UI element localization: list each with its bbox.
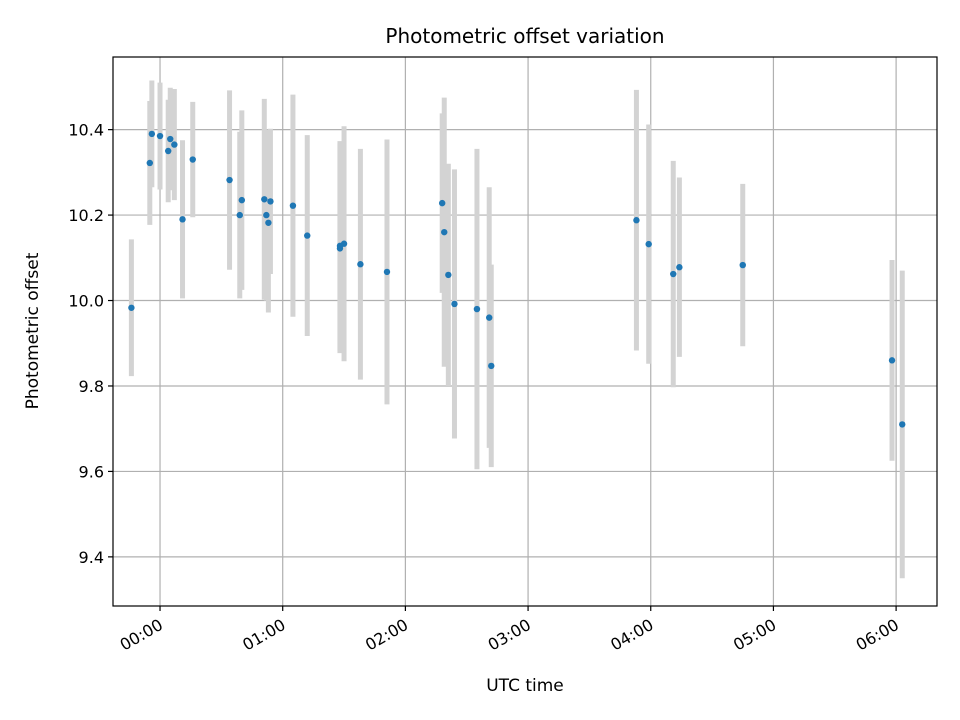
data-point xyxy=(148,130,156,138)
data-point xyxy=(156,132,164,140)
data-point xyxy=(179,216,186,223)
data-point xyxy=(899,421,906,428)
y-tick-label: 10.0 xyxy=(68,292,104,311)
plot-area xyxy=(113,57,937,606)
x-tick-label: 06:00 xyxy=(853,615,902,655)
chart-title: Photometric offset variation xyxy=(385,24,664,48)
data-point xyxy=(441,228,448,236)
data-point xyxy=(670,270,677,278)
y-tick-label: 9.8 xyxy=(79,377,104,396)
y-tick-label: 10.4 xyxy=(68,121,104,140)
data-point xyxy=(238,196,246,204)
data-point xyxy=(488,362,495,370)
data-point xyxy=(357,261,364,268)
data-point xyxy=(304,232,311,239)
y-axis: 9.4 9.6 9.8 10.0 10.2 10.4 xyxy=(68,121,113,567)
data-point xyxy=(676,264,683,271)
data-points xyxy=(128,130,906,428)
x-axis: 00:00 01:00 02:00 03:00 04:00 05:00 06:00 xyxy=(117,606,902,655)
data-point xyxy=(263,211,270,219)
data-point xyxy=(189,156,196,163)
data-point xyxy=(128,304,135,311)
data-point xyxy=(340,240,348,247)
data-point xyxy=(236,211,243,219)
plot-frame xyxy=(112,56,938,607)
data-point xyxy=(739,261,746,269)
data-point xyxy=(267,198,274,205)
x-tick-label: 04:00 xyxy=(607,615,656,655)
y-axis-label: Photometric offset xyxy=(23,252,43,409)
data-point xyxy=(645,240,652,248)
data-point xyxy=(451,300,458,308)
x-tick-label: 01:00 xyxy=(239,615,288,655)
data-point xyxy=(383,268,391,276)
x-tick-label: 02:00 xyxy=(362,615,411,655)
data-point xyxy=(146,159,154,167)
x-tick-label: 05:00 xyxy=(730,615,779,655)
data-point xyxy=(486,314,493,321)
data-point xyxy=(171,141,178,148)
data-point xyxy=(165,147,172,155)
data-point xyxy=(438,199,446,207)
data-point xyxy=(289,202,297,209)
data-point xyxy=(261,196,268,203)
data-point xyxy=(167,135,174,143)
data-point xyxy=(226,176,233,184)
data-point xyxy=(265,219,272,226)
y-tick-label: 10.2 xyxy=(68,206,104,225)
y-tick-label: 9.6 xyxy=(79,462,104,481)
data-point xyxy=(633,217,640,224)
x-axis-label: UTC time xyxy=(486,676,564,696)
data-point xyxy=(445,271,452,279)
data-point xyxy=(888,357,896,364)
x-tick-label: 00:00 xyxy=(117,615,166,655)
data-point xyxy=(473,305,481,313)
x-tick-label: 03:00 xyxy=(485,615,534,655)
y-tick-label: 9.4 xyxy=(79,548,104,567)
